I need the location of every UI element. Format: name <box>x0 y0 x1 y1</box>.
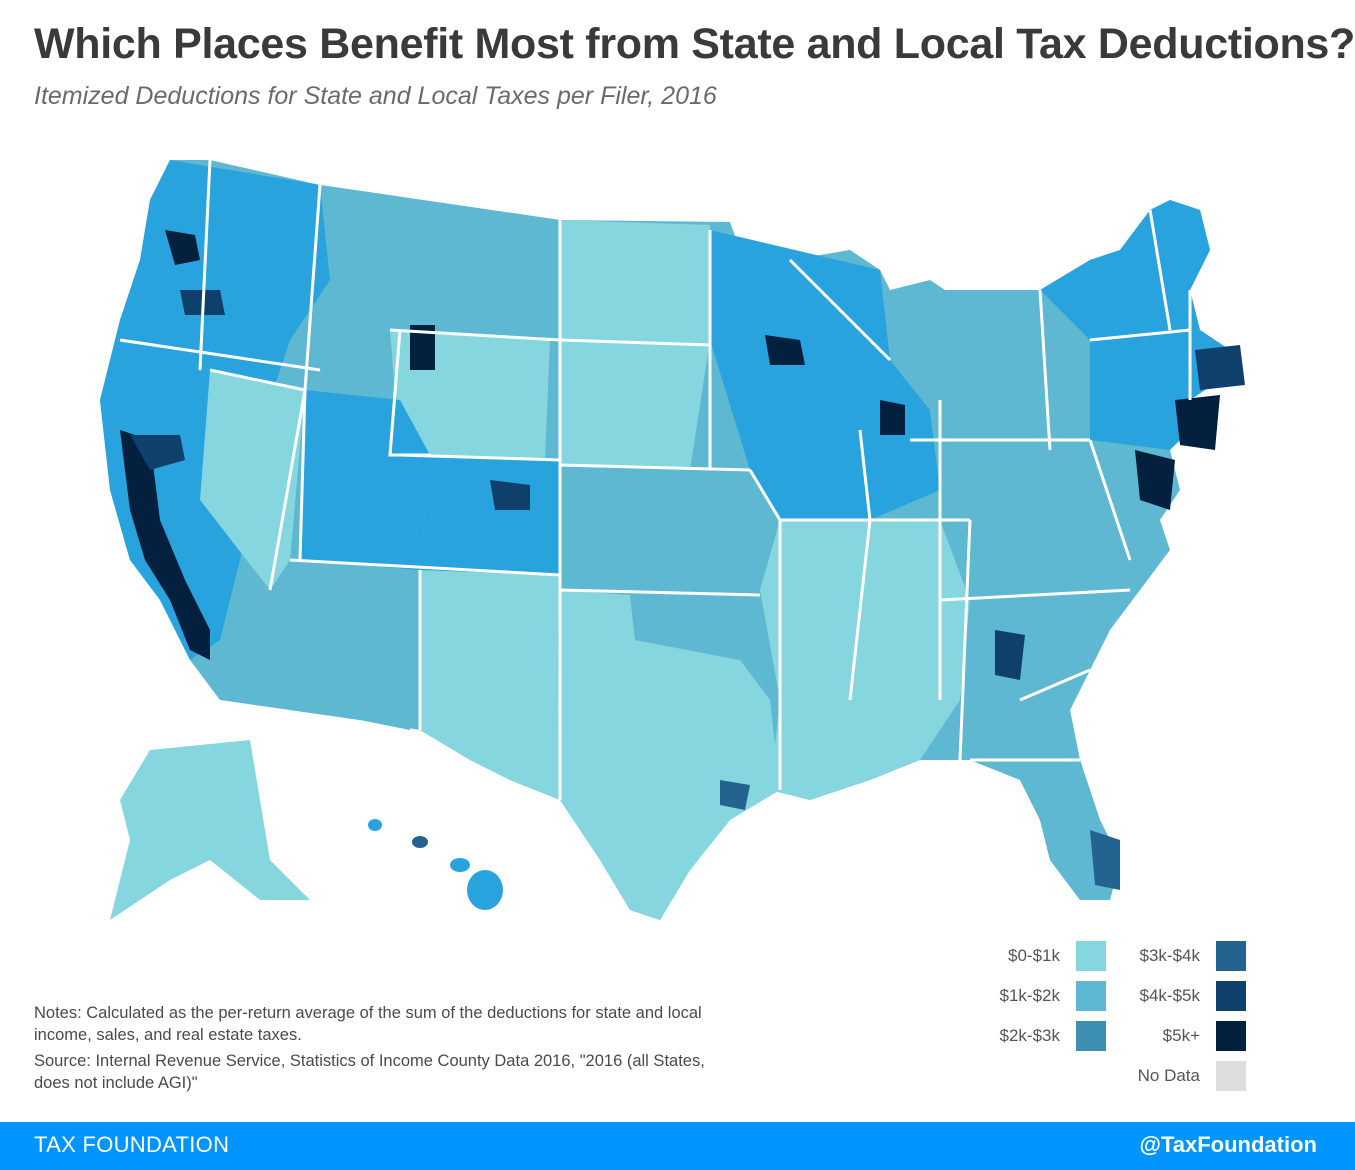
area-twin-cities <box>765 335 805 365</box>
source-text: Source: Internal Revenue Service, Statis… <box>34 1052 705 1092</box>
region-southeast <box>940 520 1130 900</box>
region-arizona <box>270 560 420 730</box>
legend-label: $4k-$5k <box>1139 986 1200 1005</box>
legend-label: $3k-$4k <box>1139 946 1200 965</box>
legend-item-no-data: No Data <box>1100 1060 1246 1092</box>
legend-label: $0-$1k <box>1008 946 1060 965</box>
area-dc-md <box>1135 450 1175 510</box>
legend-label: $1k-$2k <box>999 986 1060 1005</box>
footer-bar: TAX FOUNDATION @TaxFoundation <box>0 1122 1355 1170</box>
area-bay-area <box>130 435 185 470</box>
legend-swatch <box>1216 941 1246 971</box>
area-chicago <box>880 400 905 435</box>
region-plains <box>560 220 710 470</box>
area-boston-ct <box>1195 345 1245 390</box>
hawaii-oahu <box>412 836 428 848</box>
legend-item-5k-plus: $5k+ <box>1100 1020 1246 1052</box>
region-midwest <box>710 230 940 520</box>
legend-swatch <box>1076 941 1106 971</box>
legend-item-1k-2k: $1k-$2k <box>960 980 1106 1012</box>
legend-item-2k-3k: $2k-$3k <box>960 1020 1106 1052</box>
hawaii-kauai <box>368 819 382 831</box>
chart-subtitle: Itemized Deductions for State and Local … <box>34 82 717 110</box>
legend-swatch <box>1216 1021 1246 1051</box>
region-montana <box>320 185 560 340</box>
legend-label: $2k-$3k <box>999 1026 1060 1045</box>
region-mississippi-south <box>760 520 970 800</box>
legend-swatch <box>1216 1061 1246 1091</box>
region-northeast <box>1040 200 1230 450</box>
region-kansas-oklahoma <box>560 465 760 660</box>
area-seattle <box>165 230 200 265</box>
legend-label: $5k+ <box>1162 1026 1200 1045</box>
legend: $0-$1k $1k-$2k $2k-$3k $3k-$4k $4k-$5k $… <box>960 940 1250 1100</box>
region-new-mexico <box>420 570 560 730</box>
hawaii-maui <box>450 858 470 872</box>
region-colorado <box>420 455 560 575</box>
alaska <box>110 740 310 920</box>
legend-item-4k-5k: $4k-$5k <box>1100 980 1246 1012</box>
region-utah <box>300 390 430 570</box>
legend-swatch <box>1076 1021 1106 1051</box>
area-houston <box>720 780 750 810</box>
area-jackson-wy <box>410 325 435 370</box>
hawaii-big-island <box>467 870 503 910</box>
legend-label: No Data <box>1137 1066 1200 1085</box>
chart-title: Which Places Benefit Most from State and… <box>34 20 1355 68</box>
area-california-coast <box>120 430 210 660</box>
legend-item-0-1k: $0-$1k <box>960 940 1106 972</box>
footer-brand: TAX FOUNDATION <box>34 1132 230 1157</box>
area-atlanta <box>995 630 1025 680</box>
region-texas <box>420 590 780 920</box>
footer-handle[interactable]: @TaxFoundation <box>1139 1132 1317 1157</box>
notes-text: Notes: Calculated as the per-return aver… <box>34 1004 702 1044</box>
legend-swatch <box>1076 981 1106 1011</box>
legend-swatch <box>1216 981 1246 1011</box>
area-nyc-nj <box>1175 395 1220 450</box>
area-denver <box>490 480 530 510</box>
legend-item-3k-4k: $3k-$4k <box>1100 940 1246 972</box>
us-county-map <box>100 159 1245 920</box>
notes-block: Notes: Calculated as the per-return aver… <box>34 1002 734 1098</box>
state-borders <box>119 159 1192 800</box>
area-south-florida <box>1090 830 1120 890</box>
